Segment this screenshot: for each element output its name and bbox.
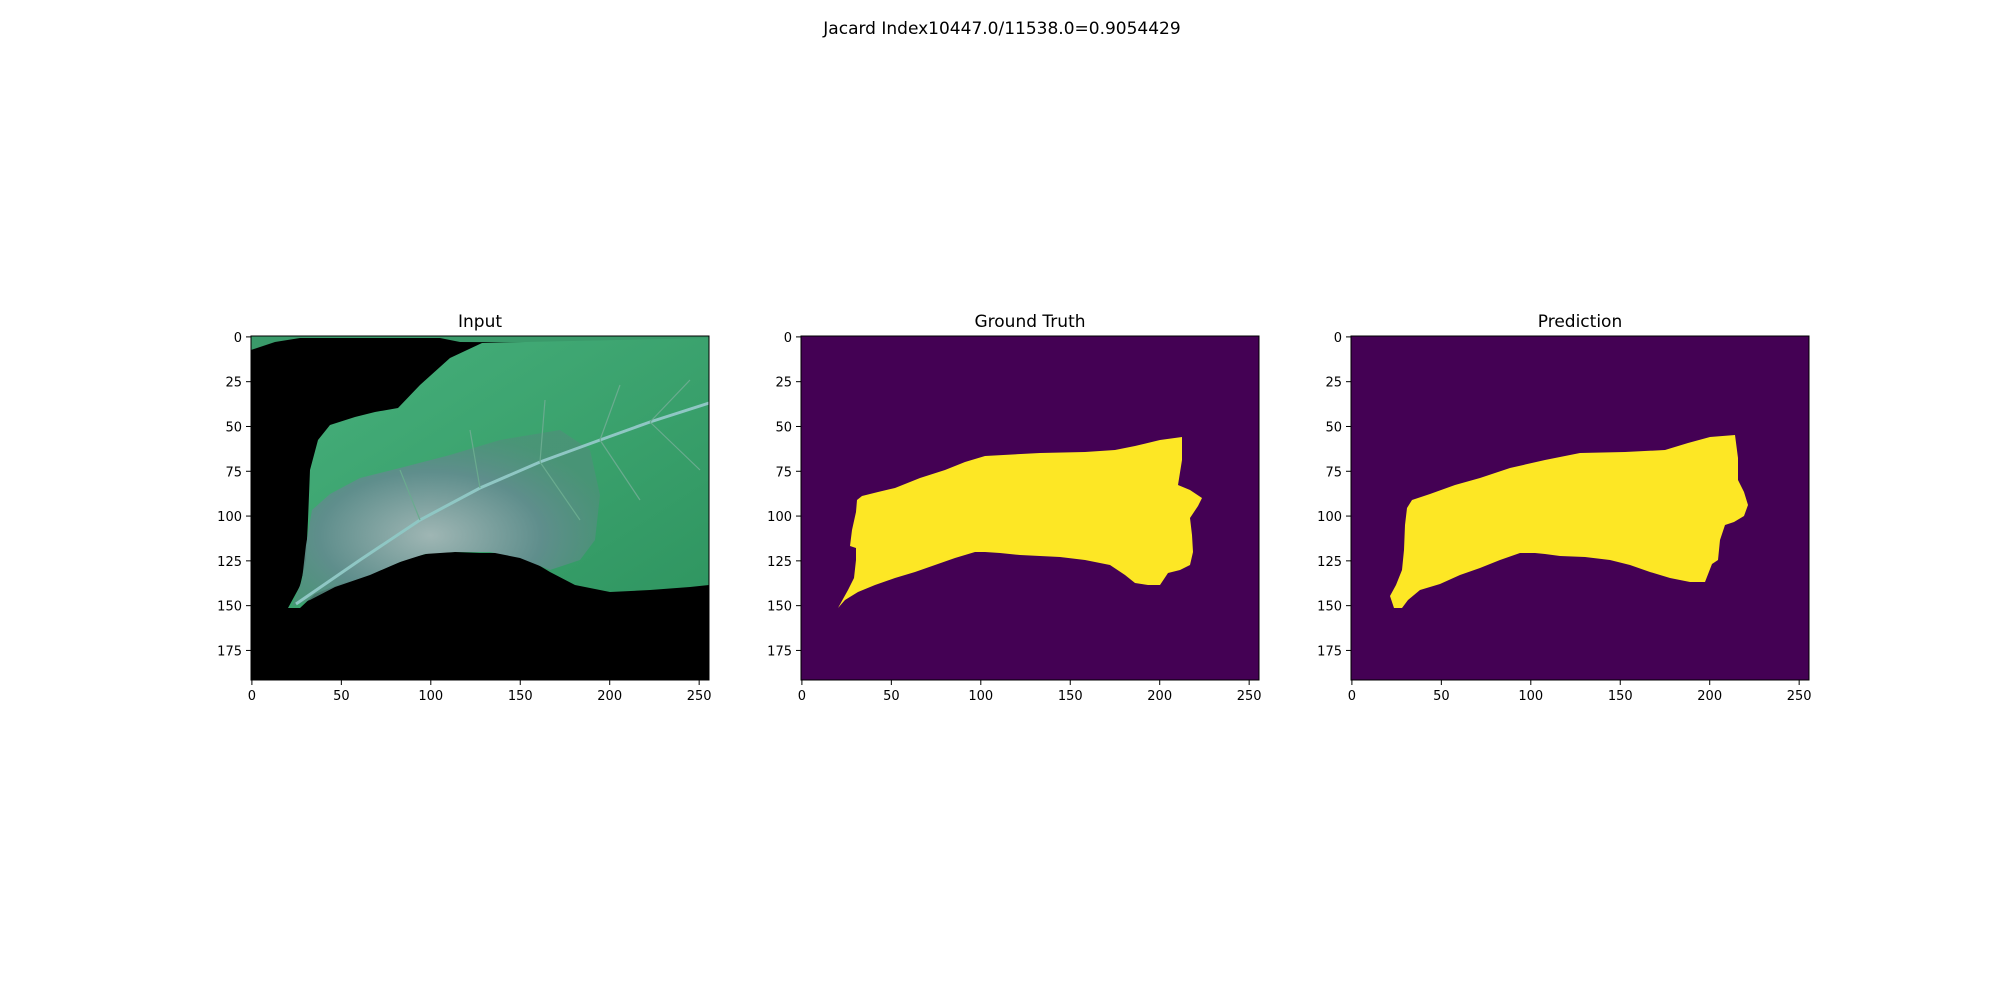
leaf-midrib bbox=[295, 401, 709, 606]
y-tick-label: 75 bbox=[225, 465, 242, 480]
y-tick-label: 50 bbox=[225, 420, 242, 435]
panel-title-ground-truth: Ground Truth bbox=[974, 312, 1085, 332]
leaf-lesion bbox=[292, 430, 600, 606]
prediction-ticks: 0 50 100 150 200 250 0 25 50 75 100 125 150 175 bbox=[1317, 331, 1811, 704]
x-tick-label: 150 bbox=[1058, 689, 1083, 704]
ground-truth-axes-frame bbox=[800, 335, 1260, 681]
y-tick-label: 0 bbox=[234, 331, 242, 346]
prediction-image bbox=[1351, 336, 1809, 680]
x-tick-label: 50 bbox=[333, 689, 350, 704]
y-tick-label: 150 bbox=[217, 600, 242, 615]
ground-truth-mask bbox=[838, 437, 1202, 608]
x-tick-label: 50 bbox=[883, 689, 900, 704]
y-tick-label: 175 bbox=[767, 644, 792, 659]
x-tick-label: 200 bbox=[597, 689, 622, 704]
x-tick-label: 200 bbox=[1147, 689, 1172, 704]
x-tick-label: 100 bbox=[968, 689, 993, 704]
prediction-axes-frame bbox=[1350, 335, 1810, 681]
y-tick-label: 175 bbox=[217, 644, 242, 659]
panel-title-prediction: Prediction bbox=[1538, 312, 1622, 332]
y-tick-label: 0 bbox=[1334, 331, 1342, 346]
figure-suptitle: Jacard Index10447.0/11538.0=0.9054429 bbox=[822, 19, 1180, 39]
x-tick-label: 200 bbox=[1697, 689, 1722, 704]
y-tick-label: 100 bbox=[217, 510, 242, 525]
input-image bbox=[251, 336, 709, 680]
x-tick-label: 150 bbox=[1608, 689, 1633, 704]
input-ticks: 0 50 100 150 200 250 0 25 50 75 100 125 150 175 bbox=[217, 331, 711, 704]
panel-input: Input 0 50 100 150 200 250 0 25 50 75 100 125 150 175 bbox=[217, 312, 711, 704]
y-tick-label: 25 bbox=[775, 376, 792, 391]
x-tick-label: 250 bbox=[1787, 689, 1812, 704]
prediction-mask bbox=[1390, 435, 1748, 608]
x-tick-label: 50 bbox=[1433, 689, 1450, 704]
ground-truth-image bbox=[801, 336, 1259, 680]
panel-title-input: Input bbox=[458, 312, 502, 332]
x-tick-label: 250 bbox=[1237, 689, 1262, 704]
y-tick-label: 50 bbox=[1325, 420, 1342, 435]
x-tick-label: 0 bbox=[1348, 689, 1356, 704]
x-tick-label: 0 bbox=[248, 689, 256, 704]
y-tick-label: 100 bbox=[767, 510, 792, 525]
x-tick-label: 0 bbox=[798, 689, 806, 704]
leaf-top-edge bbox=[251, 336, 709, 350]
y-tick-label: 150 bbox=[767, 600, 792, 615]
y-tick-label: 0 bbox=[784, 331, 792, 346]
input-axes-frame bbox=[250, 335, 710, 681]
y-tick-label: 25 bbox=[225, 376, 242, 391]
y-tick-label: 75 bbox=[775, 465, 792, 480]
x-tick-label: 100 bbox=[1518, 689, 1543, 704]
x-tick-label: 250 bbox=[687, 689, 712, 704]
x-tick-label: 100 bbox=[418, 689, 443, 704]
y-tick-label: 50 bbox=[775, 420, 792, 435]
y-tick-label: 125 bbox=[767, 555, 792, 570]
panel-ground-truth: Ground Truth 0 50 100 150 200 250 0 25 50 75 100 12… bbox=[767, 312, 1261, 704]
y-tick-label: 150 bbox=[1317, 600, 1342, 615]
x-tick-label: 150 bbox=[508, 689, 533, 704]
panel-prediction: Prediction 0 50 100 150 200 250 0 25 50 75 100 125 1… bbox=[1317, 312, 1811, 704]
y-tick-label: 25 bbox=[1325, 376, 1342, 391]
y-tick-label: 125 bbox=[217, 555, 242, 570]
y-tick-label: 75 bbox=[1325, 465, 1342, 480]
leaf-vein-1 bbox=[399, 379, 701, 521]
ground-truth-ticks: 0 50 100 150 200 250 0 25 50 75 100 125 150 175 bbox=[767, 331, 1261, 704]
y-tick-label: 125 bbox=[1317, 555, 1342, 570]
y-tick-label: 175 bbox=[1317, 644, 1342, 659]
y-tick-label: 100 bbox=[1317, 510, 1342, 525]
